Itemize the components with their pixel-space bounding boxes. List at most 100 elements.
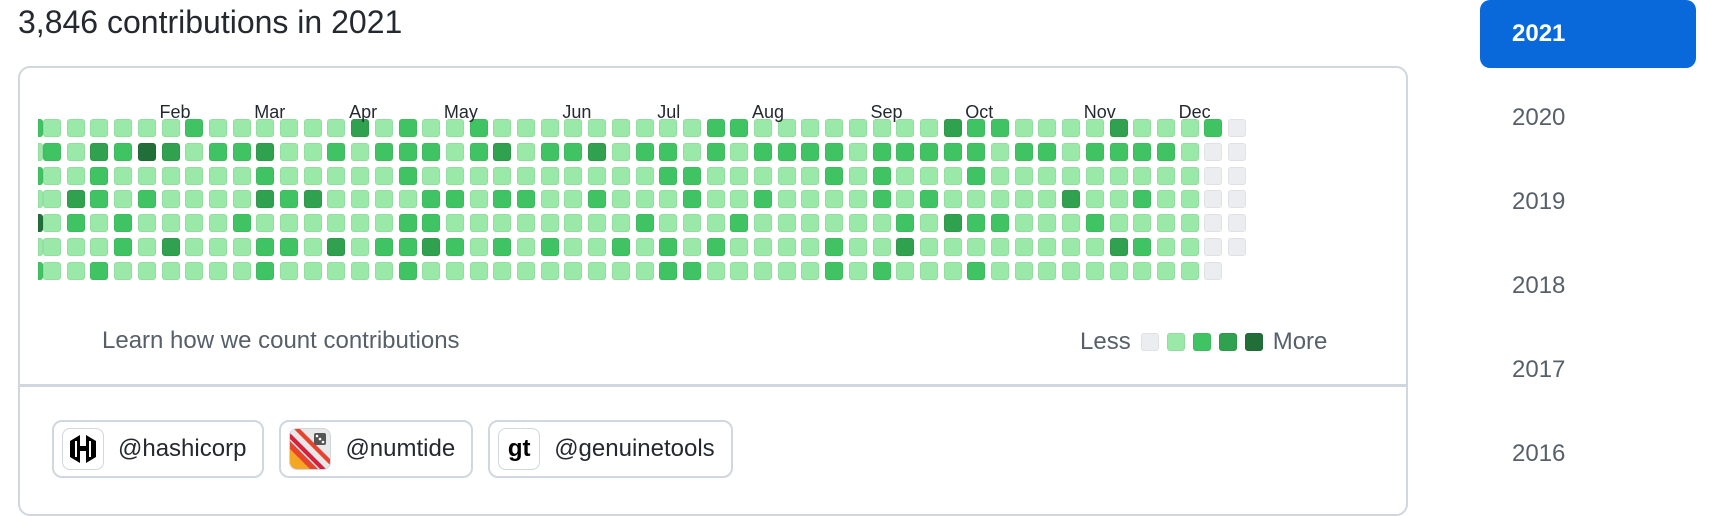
contribution-day[interactable]: [66, 238, 85, 256]
contribution-day[interactable]: [114, 142, 133, 161]
year-link-2021[interactable]: 2021: [1480, 0, 1696, 68]
contribution-day[interactable]: [1228, 166, 1246, 185]
contribution-day[interactable]: [398, 261, 417, 280]
contribution-day[interactable]: [706, 119, 725, 137]
contribution-day[interactable]: [1038, 166, 1057, 185]
contribution-day[interactable]: [1133, 261, 1152, 280]
contribution-day[interactable]: [1156, 166, 1175, 185]
contribution-day[interactable]: [896, 214, 915, 233]
contribution-day[interactable]: [232, 214, 251, 233]
contribution-day[interactable]: [327, 261, 346, 280]
contribution-day[interactable]: [825, 238, 844, 256]
contribution-day[interactable]: [280, 166, 298, 185]
contribution-day[interactable]: [351, 261, 370, 280]
contribution-day[interactable]: [43, 119, 61, 137]
contribution-day[interactable]: [208, 238, 227, 256]
contribution-day[interactable]: [777, 166, 796, 185]
contribution-day[interactable]: [659, 238, 678, 256]
contribution-day[interactable]: [611, 142, 630, 161]
contribution-day[interactable]: [848, 166, 867, 185]
contribution-day[interactable]: [896, 261, 915, 280]
contribution-day[interactable]: [943, 190, 962, 209]
contribution-day[interactable]: [303, 166, 322, 185]
contribution-day[interactable]: [682, 142, 701, 161]
contribution-day[interactable]: [114, 190, 133, 209]
contribution-day[interactable]: [730, 119, 749, 137]
contribution-day[interactable]: [540, 238, 559, 256]
contribution-day[interactable]: [517, 166, 535, 185]
contribution-day[interactable]: [327, 166, 346, 185]
contribution-day[interactable]: [1109, 214, 1128, 233]
contribution-day[interactable]: [1180, 238, 1199, 256]
contribution-day[interactable]: [730, 190, 749, 209]
contribution-day[interactable]: [754, 142, 772, 161]
contribution-day[interactable]: [682, 190, 701, 209]
contribution-day[interactable]: [1014, 190, 1033, 209]
contribution-day[interactable]: [161, 214, 180, 233]
contribution-day[interactable]: [1204, 142, 1223, 161]
contribution-day[interactable]: [517, 142, 535, 161]
contribution-day[interactable]: [588, 119, 607, 137]
contribution-day[interactable]: [161, 238, 180, 256]
contribution-day[interactable]: [232, 190, 251, 209]
contribution-day[interactable]: [374, 119, 393, 137]
contribution-day[interactable]: [730, 166, 749, 185]
contribution-day[interactable]: [730, 261, 749, 280]
contribution-day[interactable]: [1109, 238, 1128, 256]
org-button-numtide[interactable]: @numtide: [279, 420, 474, 478]
contribution-day[interactable]: [588, 166, 607, 185]
contribution-day[interactable]: [825, 119, 844, 137]
contribution-day[interactable]: [1085, 119, 1104, 137]
contribution-day[interactable]: [1062, 166, 1081, 185]
learn-how-we-count-link[interactable]: Learn how we count contributions: [102, 327, 460, 354]
contribution-day[interactable]: [351, 166, 370, 185]
contribution-day[interactable]: [1156, 214, 1175, 233]
contribution-day[interactable]: [706, 261, 725, 280]
contribution-day[interactable]: [256, 119, 275, 137]
contribution-day[interactable]: [422, 166, 441, 185]
contribution-day[interactable]: [611, 214, 630, 233]
contribution-day[interactable]: [303, 238, 322, 256]
contribution-day[interactable]: [90, 166, 109, 185]
contribution-day[interactable]: [1085, 214, 1104, 233]
contribution-day[interactable]: [991, 238, 1009, 256]
contribution-day[interactable]: [564, 238, 583, 256]
contribution-day[interactable]: [445, 142, 464, 161]
contribution-day[interactable]: [185, 166, 204, 185]
contribution-day[interactable]: [1014, 166, 1033, 185]
contribution-day[interactable]: [1180, 142, 1199, 161]
contribution-day[interactable]: [280, 142, 298, 161]
contribution-day[interactable]: [232, 238, 251, 256]
contribution-day[interactable]: [1180, 214, 1199, 233]
contribution-day[interactable]: [588, 214, 607, 233]
contribution-day[interactable]: [1062, 119, 1081, 137]
contribution-day[interactable]: [1038, 190, 1057, 209]
contribution-day[interactable]: [66, 190, 85, 209]
contribution-day[interactable]: [659, 261, 678, 280]
contribution-day[interactable]: [469, 166, 488, 185]
contribution-day[interactable]: [848, 238, 867, 256]
contribution-day[interactable]: [682, 214, 701, 233]
contribution-day[interactable]: [635, 261, 654, 280]
contribution-day[interactable]: [1062, 238, 1081, 256]
contribution-day[interactable]: [1062, 142, 1081, 161]
contribution-day[interactable]: [185, 119, 204, 137]
contribution-day[interactable]: [1109, 261, 1128, 280]
contribution-day[interactable]: [848, 190, 867, 209]
contribution-day[interactable]: [706, 166, 725, 185]
contribution-day[interactable]: [208, 166, 227, 185]
contribution-day[interactable]: [161, 119, 180, 137]
contribution-day[interactable]: [659, 119, 678, 137]
contribution-day[interactable]: [303, 142, 322, 161]
contribution-day[interactable]: [919, 166, 938, 185]
contribution-day[interactable]: [1180, 119, 1199, 137]
contribution-day[interactable]: [137, 214, 156, 233]
contribution-day[interactable]: [611, 119, 630, 137]
contribution-day[interactable]: [398, 119, 417, 137]
contribution-day[interactable]: [611, 166, 630, 185]
contribution-day[interactable]: [540, 142, 559, 161]
contribution-day[interactable]: [1156, 190, 1175, 209]
contribution-day[interactable]: [1228, 190, 1246, 209]
contribution-day[interactable]: [1204, 166, 1223, 185]
contribution-day[interactable]: [161, 142, 180, 161]
